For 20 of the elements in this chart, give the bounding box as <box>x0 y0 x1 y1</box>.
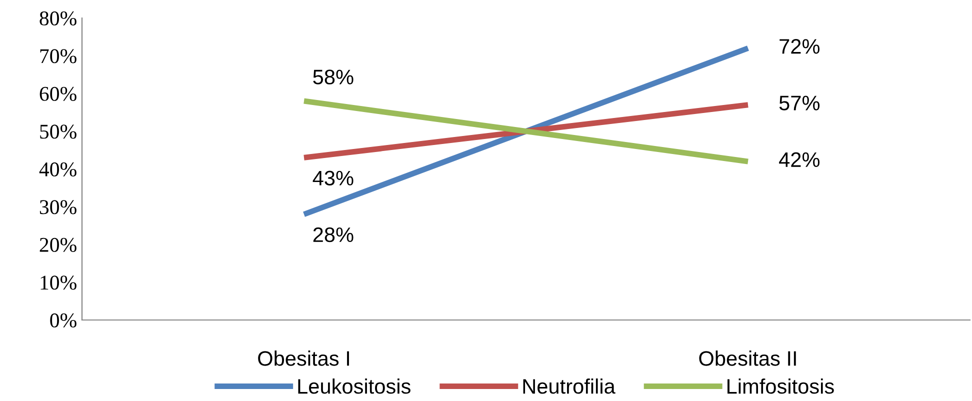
y-tick-label: 30% <box>40 200 76 214</box>
legend-label: Limfositosis <box>728 378 834 394</box>
legend-label: Leukositosis <box>298 378 410 394</box>
data-label: 42% <box>779 152 820 167</box>
y-tick-label: 70% <box>40 49 76 64</box>
y-tick-label: 40% <box>39 162 76 176</box>
x-tick-label: Obesitas II <box>699 350 796 366</box>
data-label: 28% <box>313 227 354 242</box>
y-tick-label: 50% <box>40 124 76 139</box>
y-tick-label: 60% <box>40 86 76 101</box>
y-tick-label: 80% <box>40 11 76 26</box>
x-tick-label: Obesitas I <box>258 350 349 366</box>
legend-label: Neutrofilia <box>523 378 616 394</box>
data-label: 58% <box>313 70 354 84</box>
data-label: 43% <box>312 170 354 186</box>
data-label: 57% <box>779 96 820 110</box>
y-tick-label: 10% <box>40 276 76 290</box>
data-label: 72% <box>780 39 820 54</box>
y-tick-label: 0% <box>50 313 76 328</box>
y-tick-label: 20% <box>40 238 76 252</box>
